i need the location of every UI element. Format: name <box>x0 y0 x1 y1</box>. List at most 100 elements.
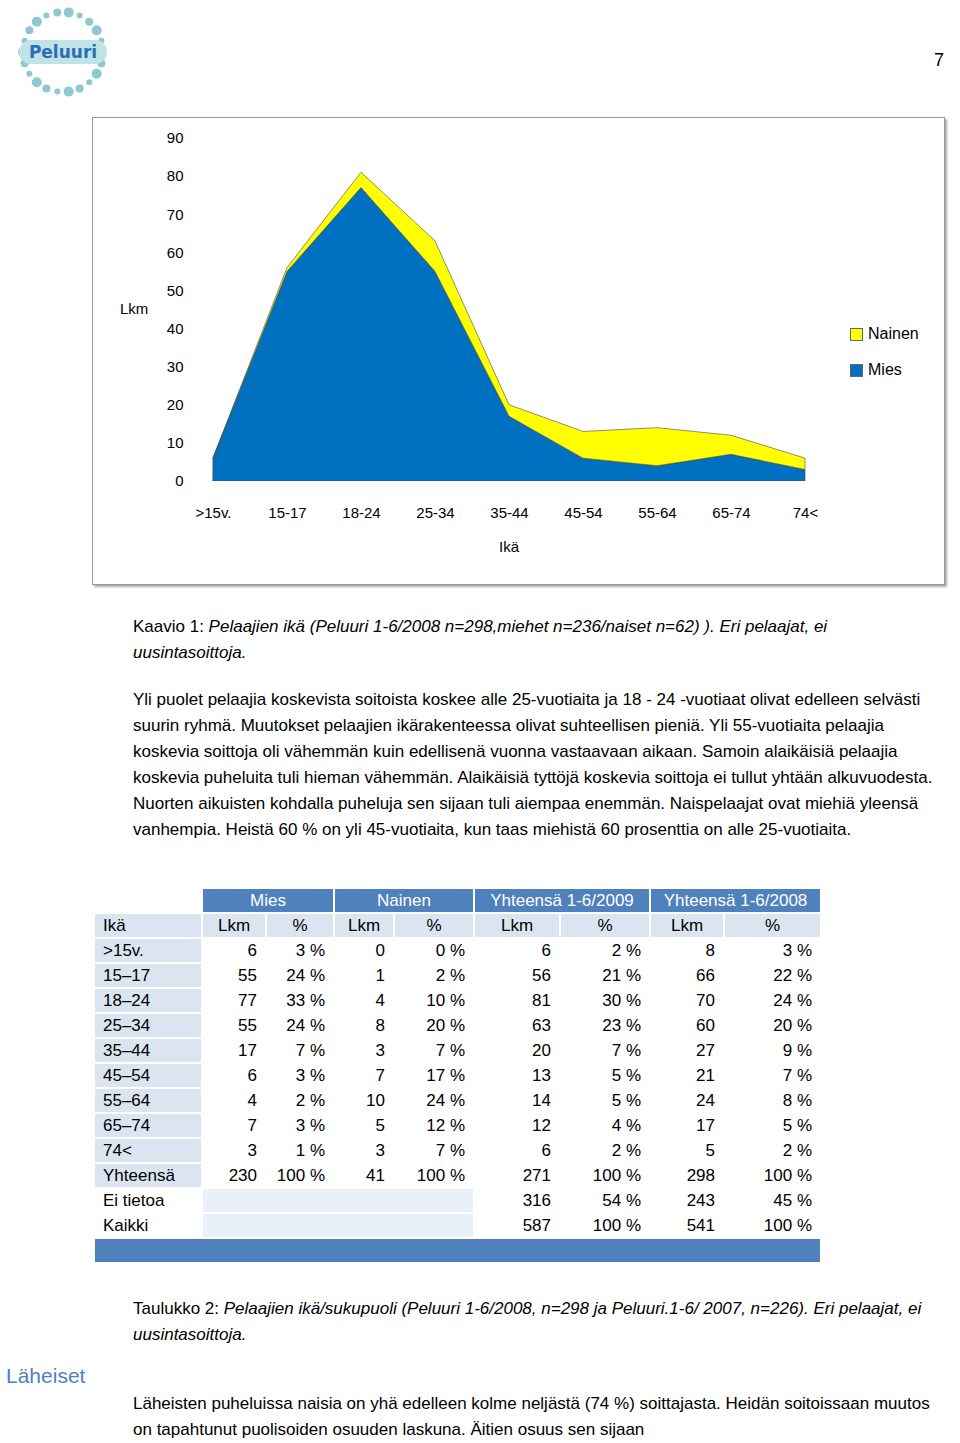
html-text:100 %: 100 % <box>763 1165 812 1185</box>
html-text:3 %: 3 % <box>295 1065 325 1085</box>
svg-text:25-34: 25-34 <box>416 504 454 521</box>
html-text:23 %: 23 % <box>602 1015 641 1035</box>
html-text:2 %: 2 % <box>295 1090 325 1110</box>
html-text:Taulukko 2: Pelaajien ikä/suku: Taulukko 2: Pelaajien ikä/sukupuoli (Pel… <box>133 1299 922 1344</box>
html-text:0 %: 0 % <box>435 940 465 960</box>
html-text:35–44: 35–44 <box>103 1040 151 1060</box>
html-text:100 %: 100 % <box>592 1165 641 1185</box>
svg-text:74<: 74< <box>793 504 819 521</box>
html-text:7 %: 7 % <box>611 1040 641 1060</box>
svg-text:>15v.: >15v. <box>196 504 232 521</box>
svg-text:90: 90 <box>167 129 184 146</box>
html-text:541: 541 <box>686 1215 715 1235</box>
html-text:Yhteensä 1-6/2008: Yhteensä 1-6/2008 <box>663 890 808 910</box>
html-text:2 %: 2 % <box>782 1140 812 1160</box>
html-text:Lkm: Lkm <box>217 915 251 935</box>
html-text:243: 243 <box>686 1190 715 1210</box>
html-text:24 %: 24 % <box>773 990 812 1010</box>
html-text:Kaavio 1: Pelaajien ikä (Peluu: Kaavio 1: Pelaajien ikä (Peluuri 1-6/200… <box>133 617 828 662</box>
html-text:587: 587 <box>522 1215 551 1235</box>
html-text:8 %: 8 % <box>782 1090 812 1110</box>
html-text:100 %: 100 % <box>592 1215 641 1235</box>
html-text:Yhteensä: Yhteensä <box>103 1165 175 1185</box>
html-text:Ei tietoa: Ei tietoa <box>103 1190 165 1210</box>
html-text:18–24: 18–24 <box>103 990 151 1010</box>
html-text:25–34: 25–34 <box>103 1015 151 1035</box>
html-text:Läheisten puheluissa naisia on: Läheisten puheluissa naisia on yhä edell… <box>133 1394 930 1439</box>
html-text:100 %: 100 % <box>763 1215 812 1235</box>
html-text:100 %: 100 % <box>416 1165 465 1185</box>
svg-text:10: 10 <box>167 434 184 451</box>
html-text:Yhteensä 1-6/2009: Yhteensä 1-6/2009 <box>490 890 634 910</box>
html-text:Mies: Mies <box>250 890 286 910</box>
html-text:17 %: 17 % <box>426 1065 465 1085</box>
html-text:316: 316 <box>522 1190 551 1210</box>
html-text:3 %: 3 % <box>782 940 812 960</box>
html-text:24 %: 24 % <box>286 965 325 985</box>
html-text:Lkm: Lkm <box>670 915 704 935</box>
html-text:33 %: 33 % <box>286 990 325 1010</box>
html-text:21 %: 21 % <box>602 965 641 985</box>
html-text:Yli puolet pelaajia koskevista: Yli puolet pelaajia koskevista soitoista… <box>133 690 933 839</box>
html-text:230: 230 <box>228 1165 257 1185</box>
svg-text:45-54: 45-54 <box>564 504 602 521</box>
svg-text:40: 40 <box>167 320 184 337</box>
html-text:271: 271 <box>522 1165 551 1185</box>
html-text:7 %: 7 % <box>435 1040 465 1060</box>
html-text:7 %: 7 % <box>295 1040 325 1060</box>
html-text:Kaikki: Kaikki <box>103 1215 149 1235</box>
html-text:4 %: 4 % <box>611 1115 641 1135</box>
html-text:2 %: 2 % <box>435 965 465 985</box>
html-text:100 %: 100 % <box>276 1165 325 1185</box>
html-text:55–64: 55–64 <box>103 1090 151 1110</box>
svg-text:60: 60 <box>167 244 184 261</box>
html-text:55: 55 <box>238 965 257 985</box>
html-text:74<: 74< <box>103 1140 132 1160</box>
html-text:2 %: 2 % <box>611 940 641 960</box>
html-text:3 %: 3 % <box>295 940 325 960</box>
html-text:20 %: 20 % <box>426 1015 465 1035</box>
html-text:298: 298 <box>686 1165 715 1185</box>
svg-text:55-64: 55-64 <box>638 504 676 521</box>
html-text:Lkm: Lkm <box>500 915 534 935</box>
html-text:20 %: 20 % <box>773 1015 812 1035</box>
svg-text:0: 0 <box>175 472 183 489</box>
html-text:Lkm: Lkm <box>347 915 381 935</box>
html-text:56: 56 <box>532 965 551 985</box>
html-text:12 %: 12 % <box>426 1115 465 1135</box>
html-text:5 %: 5 % <box>611 1065 641 1085</box>
svg-text:Ikä: Ikä <box>499 538 520 555</box>
html-text:>15v.: >15v. <box>103 940 144 960</box>
svg-text:35-44: 35-44 <box>490 504 528 521</box>
svg-text:Peluuri: Peluuri <box>29 42 97 62</box>
html-text:45 %: 45 % <box>773 1190 812 1210</box>
svg-text:50: 50 <box>167 282 184 299</box>
svg-text:65-74: 65-74 <box>712 504 750 521</box>
html-text:Ikä: Ikä <box>103 915 126 935</box>
html-text:1 %: 1 % <box>295 1140 325 1160</box>
html-text:Läheiset: Läheiset <box>6 1364 86 1387</box>
svg-text:30: 30 <box>167 358 184 375</box>
svg-text:70: 70 <box>167 206 184 223</box>
html-text:30 %: 30 % <box>602 990 641 1010</box>
svg-text:15-17: 15-17 <box>268 504 306 521</box>
html-text:24 %: 24 % <box>426 1090 465 1110</box>
html-text:9 %: 9 % <box>782 1040 812 1060</box>
html-text:2 %: 2 % <box>611 1140 641 1160</box>
html-text:22 %: 22 % <box>773 965 812 985</box>
html-text:7 %: 7 % <box>782 1065 812 1085</box>
svg-text:80: 80 <box>167 167 184 184</box>
html-text:5 %: 5 % <box>782 1115 812 1135</box>
html-text:7 %: 7 % <box>435 1140 465 1160</box>
html-text:10 %: 10 % <box>426 990 465 1010</box>
html-text:Nainen: Nainen <box>377 890 431 910</box>
html-text:65–74: 65–74 <box>103 1115 151 1135</box>
html-text:3 %: 3 % <box>295 1115 325 1135</box>
html-text:24 %: 24 % <box>286 1015 325 1035</box>
html-text:54 %: 54 % <box>602 1190 641 1210</box>
svg-text:20: 20 <box>167 396 184 413</box>
html-text:45–54: 45–54 <box>103 1065 151 1085</box>
svg-text:18-24: 18-24 <box>342 504 380 521</box>
html-text:15–17: 15–17 <box>103 965 151 985</box>
html-text:5 %: 5 % <box>611 1090 641 1110</box>
